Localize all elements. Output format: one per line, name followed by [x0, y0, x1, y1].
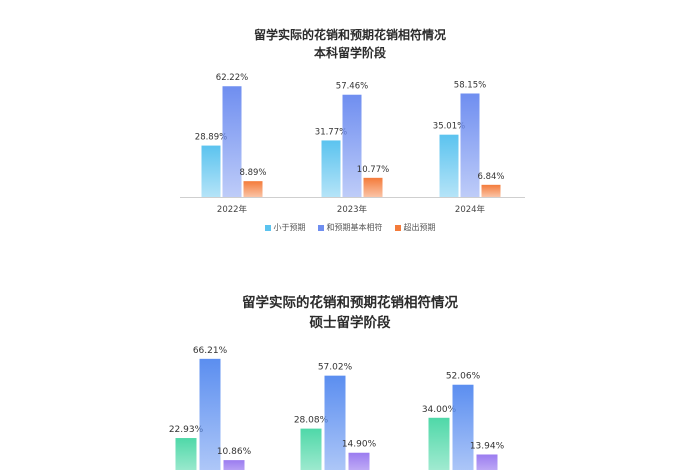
bar [324, 375, 346, 470]
chart-subtitle: 本科留学阶段 [313, 46, 386, 60]
bar [348, 452, 370, 470]
data-label: 35.01% [433, 122, 465, 132]
data-label: 34.00% [422, 405, 457, 415]
legend-swatch [317, 224, 324, 231]
category-label: 2022年 [217, 204, 248, 215]
category-label: 2023年 [337, 204, 368, 215]
data-label: 58.15% [454, 80, 486, 90]
chart-title-line: 留学实际的花销和预期花销相符情况 [242, 295, 458, 311]
data-label: 66.21% [193, 346, 228, 356]
data-label: 10.77% [357, 165, 389, 175]
data-label: 57.46% [336, 82, 368, 92]
bar [439, 134, 459, 197]
bar [428, 417, 450, 470]
bar [321, 140, 341, 197]
legend-item: 和预期基本相符 [317, 222, 383, 233]
bar [363, 177, 383, 197]
bar [481, 184, 501, 197]
bar [452, 384, 474, 470]
data-label: 14.90% [342, 440, 377, 450]
chart-title: 留学实际的花销和预期花销相符情况 本科留学阶段 [0, 26, 700, 62]
data-label: 10.86% [217, 447, 252, 457]
bar-plot: 28.89% 62.22% 8.89% 2022年 31.77% 57.46% 10.77%… [180, 73, 525, 215]
data-label: 57.02% [318, 363, 353, 373]
bar [342, 94, 362, 197]
data-label: 13.94% [470, 441, 505, 451]
data-label: 22.93% [169, 425, 204, 435]
bar [460, 93, 480, 197]
bar [243, 181, 263, 197]
legend-label: 小于预期 [273, 223, 306, 232]
bar [201, 145, 221, 197]
legend-swatch [394, 224, 401, 231]
data-label: 8.89% [239, 168, 266, 178]
data-label: 6.84% [477, 172, 504, 182]
bar [476, 454, 498, 470]
bar [223, 460, 245, 470]
bar [222, 86, 242, 197]
category-label: 2024年 [455, 204, 486, 215]
data-label: 62.22% [216, 73, 248, 83]
legend-item: 小于预期 [264, 222, 306, 233]
chart-title-line: 留学实际的花销和预期花销相符情况 [253, 28, 446, 42]
legend-item: 超出预期 [394, 222, 436, 233]
legend: 小于预期 和预期基本相符 超出预期 [0, 222, 700, 233]
bar [175, 438, 197, 470]
bar [300, 428, 322, 470]
legend-swatch [264, 224, 271, 231]
chart-title: 留学实际的花销和预期花销相符情况 硕士留学阶段 [0, 293, 700, 333]
legend-label: 和预期基本相符 [326, 223, 383, 232]
chart-subtitle: 硕士留学阶段 [309, 315, 391, 331]
legend-label: 超出预期 [403, 223, 436, 232]
chart-graduate: 留学实际的花销和预期花销相符情况 硕士留学阶段 22.93% 66.21% 10.8… [0, 280, 700, 470]
data-label: 52.06% [446, 372, 481, 382]
data-label: 31.77% [315, 127, 347, 137]
data-label: 28.89% [195, 133, 227, 143]
bar [199, 358, 221, 470]
chart-undergraduate: 留学实际的花销和预期花销相符情况 本科留学阶段 28.89% 62.22% 8.89… [0, 26, 700, 233]
bar-plot: 22.93% 66.21% 10.86% 28.08% 57.02% 14.90% 34.0… [169, 346, 505, 470]
data-label: 28.08% [294, 416, 329, 426]
